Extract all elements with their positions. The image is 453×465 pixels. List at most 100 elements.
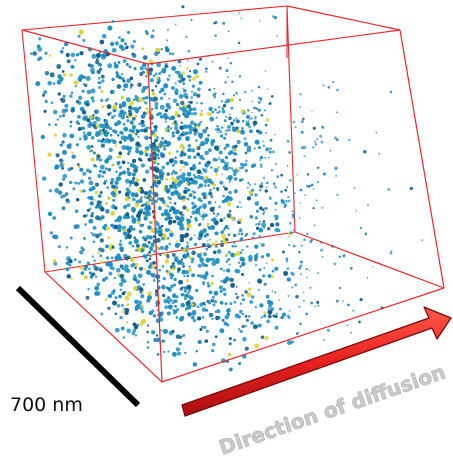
particle	[127, 30, 130, 34]
particle	[62, 133, 67, 138]
particle	[114, 327, 120, 333]
particle	[130, 257, 135, 263]
particle	[311, 110, 313, 112]
particle	[179, 153, 184, 158]
particle	[274, 315, 278, 318]
particle	[254, 343, 260, 349]
particle	[264, 109, 266, 112]
particle	[248, 257, 253, 262]
particle	[205, 272, 209, 276]
particle	[128, 105, 132, 110]
particle	[209, 188, 212, 192]
particle	[207, 184, 210, 187]
particle	[96, 200, 102, 205]
particle	[115, 71, 119, 75]
particle	[52, 82, 56, 85]
particle	[67, 167, 72, 172]
particle	[161, 286, 165, 290]
particle	[219, 218, 224, 223]
particle	[95, 124, 100, 128]
particle	[80, 271, 85, 275]
particle	[321, 255, 324, 258]
particle	[223, 146, 227, 150]
particle	[163, 188, 166, 192]
particle	[167, 301, 171, 304]
particle	[197, 263, 202, 268]
particle	[170, 276, 173, 280]
particle	[270, 169, 274, 172]
particle	[57, 190, 63, 195]
particle	[178, 105, 181, 108]
particle	[165, 177, 169, 181]
particle	[274, 201, 278, 205]
particle	[158, 72, 161, 76]
particle	[267, 309, 273, 315]
particle	[185, 244, 190, 249]
particle	[81, 89, 85, 93]
particle	[271, 258, 275, 262]
particle	[225, 98, 231, 104]
particle	[190, 19, 193, 22]
particle	[256, 141, 260, 145]
particle	[189, 215, 193, 219]
particle	[107, 112, 111, 116]
particle	[101, 175, 105, 178]
particle	[43, 109, 47, 113]
particle	[182, 152, 187, 157]
particle	[118, 105, 123, 109]
particle	[107, 196, 111, 200]
particle	[262, 212, 265, 216]
particle	[193, 204, 197, 208]
particle	[85, 103, 90, 107]
particle	[310, 238, 314, 242]
particle	[117, 224, 122, 229]
particle	[286, 277, 291, 282]
particle	[134, 182, 139, 187]
particle	[77, 127, 82, 131]
particle	[229, 210, 232, 213]
particle	[223, 269, 225, 272]
particle	[53, 133, 58, 137]
particle	[294, 192, 296, 195]
particle	[254, 244, 259, 249]
particle	[107, 306, 111, 310]
particle	[230, 106, 234, 110]
particle	[127, 161, 130, 165]
particle	[208, 148, 212, 152]
particle	[210, 166, 213, 169]
particle	[248, 287, 252, 291]
particle	[216, 186, 220, 191]
particle	[209, 116, 214, 122]
particle	[120, 38, 125, 43]
particle	[224, 276, 230, 282]
particle	[68, 263, 72, 267]
particle	[118, 151, 123, 156]
particle	[47, 80, 52, 86]
particle	[140, 304, 144, 308]
particle	[109, 133, 113, 137]
particle	[181, 172, 186, 177]
particle	[152, 151, 156, 156]
particle	[202, 128, 207, 134]
particle	[236, 139, 241, 145]
particle	[132, 322, 137, 327]
particle	[159, 142, 164, 147]
particle	[246, 196, 252, 201]
particle	[228, 181, 231, 184]
particle	[172, 98, 178, 103]
particle	[298, 266, 302, 270]
particle	[181, 77, 186, 81]
particle	[225, 115, 228, 118]
particle	[238, 98, 242, 101]
particle	[73, 258, 77, 262]
particle	[104, 158, 109, 164]
particle	[269, 304, 272, 307]
particle	[223, 161, 227, 165]
particle	[179, 234, 185, 239]
particle	[144, 135, 149, 140]
particle	[333, 136, 338, 140]
particle	[61, 177, 66, 181]
particle	[190, 96, 194, 100]
particle	[387, 187, 391, 191]
particle	[283, 271, 288, 276]
